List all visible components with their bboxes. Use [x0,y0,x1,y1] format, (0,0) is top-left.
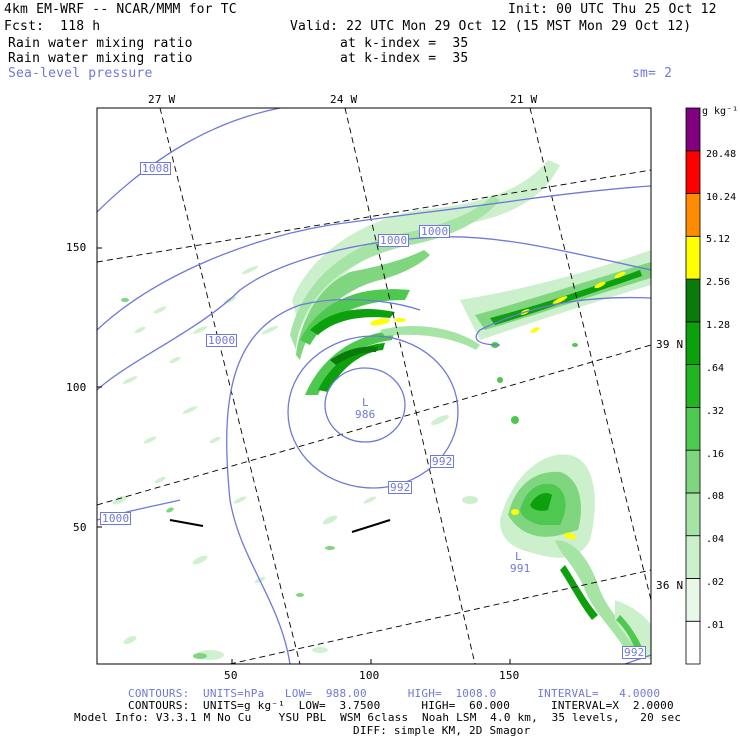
lat-label-36n: 36 N [656,579,684,592]
colorbar-swatch [685,107,701,152]
diff-info: DIFF: simple KM, 2D Smagor [353,724,531,737]
colorbar-swatch [685,449,701,494]
field1-level: at k-index = 35 [340,36,469,51]
colorbar-level: .04 [706,534,725,545]
contours-rain-info: CONTOURS: UNITS=g kg⁻¹ LOW= 3.7500 HIGH=… [128,699,674,712]
colorbar-level: .64 [706,363,725,374]
valid-time: Valid: 22 UTC Mon 29 Oct 12 (15 MST Mon … [290,19,692,34]
lon-label-21w: 21 W [510,93,538,106]
low-value: 986 [355,408,376,421]
colorbar-swatch [685,193,701,237]
colorbar-swatch [685,235,701,280]
model-title: 4km EM-WRF -- NCAR/MMM for TC [4,2,237,17]
x-tick-150: 150 [499,669,520,682]
axis-ticks [97,247,511,664]
isobar-label: 1008 [140,162,172,175]
colorbar-level: 20.48 [706,149,737,160]
colorbar-level: .02 [706,577,725,588]
isobar-label: 1000 [206,334,238,347]
lon-label-24w: 24 W [330,93,358,106]
forecast-hour: Fcst: 118 h [4,19,101,34]
plot-frame [96,107,652,665]
lon-label-27w: 27 W [148,93,176,106]
colorbar-level: .16 [706,449,725,460]
colorbar-swatch [685,535,701,579]
isobar-label: 1000 [378,234,410,247]
latlon-grid [97,108,651,664]
y-tick-150: 150 [66,241,87,254]
isobar-label: 1000 [419,225,451,238]
colorbar-swatch [685,364,701,408]
colorbar-swatch [685,620,701,665]
colorbar-units: g kg⁻¹ [702,106,739,117]
colorbar-swatch [685,578,701,622]
y-tick-50: 50 [73,521,87,534]
isobar-label: 1000 [100,512,132,525]
colorbar-swatch [685,492,701,537]
field3-name: Sea-level pressure [8,66,153,81]
colorbar-level: .01 [706,620,725,631]
low-symbol: L [362,396,369,409]
smoothing-label: sm= 2 [632,66,673,81]
colorbar-level: 2.56 [706,277,731,288]
colorbar-swatch [685,150,701,194]
x-tick-100: 100 [359,669,380,682]
low-symbol: L [515,550,522,563]
colorbar-level: .32 [706,406,725,417]
colorbar-level: .08 [706,491,725,502]
contours-slp-info: CONTOURS: UNITS=hPa LOW= 988.00 HIGH= 10… [128,687,661,700]
y-tick-100: 100 [66,381,87,394]
colorbar-level: 1.28 [706,320,731,331]
colorbar [685,107,701,665]
colorbar-swatch [685,406,701,451]
low-value: 991 [510,562,531,575]
isobar-label: 992 [430,455,455,468]
colorbar-level: 10.24 [706,192,737,203]
dark-markers [169,519,391,533]
model-info: Model Info: V3.3.1 M No Cu YSU PBL WSM 6… [74,711,682,724]
init-time: Init: 00 UTC Thu 25 Oct 12 [508,2,717,17]
x-tick-50: 50 [224,669,238,682]
isobar-label: 992 [388,481,413,494]
colorbar-level: 5.12 [706,234,731,245]
pressure-contours [97,108,651,664]
field2-name: Rain water mixing ratio [8,51,193,66]
isobar-label: 992 [622,646,647,659]
lat-label-39n: 39 N [656,338,684,351]
field2-level: at k-index = 35 [340,51,469,66]
colorbar-swatch [685,321,701,366]
colorbar-swatch [685,278,701,323]
field1-name: Rain water mixing ratio [8,36,193,51]
